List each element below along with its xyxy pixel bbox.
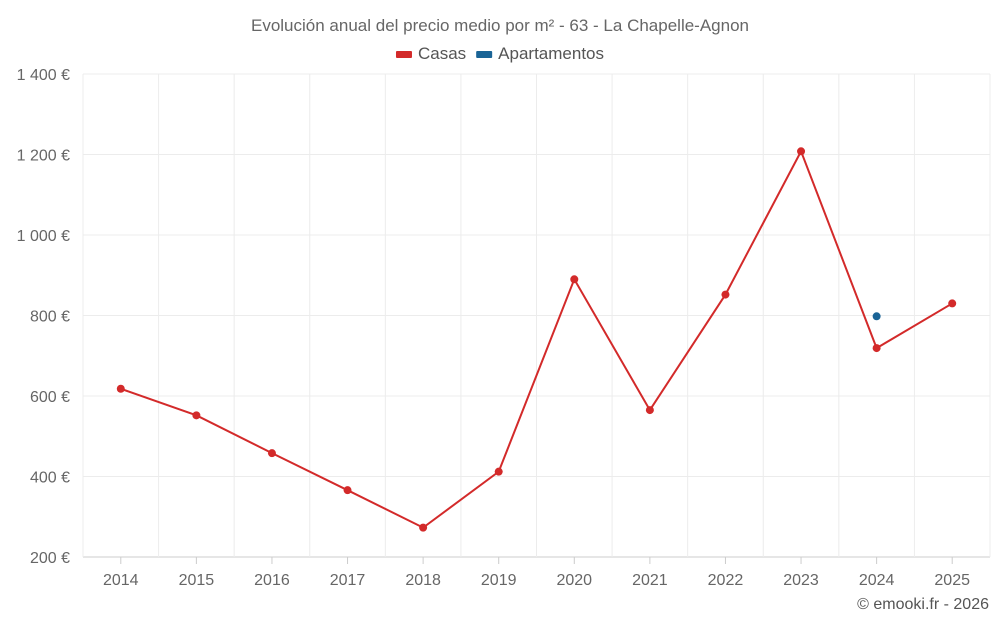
x-tick-label: 2022 bbox=[708, 572, 744, 589]
y-tick-label: 1 200 € bbox=[17, 148, 70, 165]
x-tick-label: 2021 bbox=[632, 572, 668, 589]
data-point-casas-2022[interactable] bbox=[721, 290, 730, 299]
legend[interactable]: Casas Apartamentos bbox=[395, 44, 604, 63]
x-tick-label: 2024 bbox=[859, 572, 895, 589]
data-point-casas-2024[interactable] bbox=[872, 344, 881, 353]
chart-title: Evolución anual del precio medio por m² … bbox=[251, 16, 749, 35]
x-axis: 2014 2015 2016 2017 2018 2019 2020 2021 2022 2023… bbox=[103, 557, 970, 589]
data-point-casas-2025[interactable] bbox=[948, 299, 957, 308]
legend-swatch-casas bbox=[395, 51, 412, 58]
legend-label-casas: Casas bbox=[418, 44, 466, 63]
data-point-casas-2017[interactable] bbox=[343, 486, 352, 495]
y-tick-label: 1 000 € bbox=[17, 228, 70, 245]
x-tick-label: 2017 bbox=[330, 572, 366, 589]
x-tick-label: 2014 bbox=[103, 572, 139, 589]
y-axis: 200 € 400 € 600 € 800 € 1 000 € 1 200 € 1 400 … bbox=[17, 67, 70, 567]
x-tick-label: 2025 bbox=[934, 572, 970, 589]
data-point-apartamentos-2024[interactable] bbox=[872, 312, 881, 321]
legend-label-apartamentos: Apartamentos bbox=[498, 44, 604, 63]
data-point-casas-2020[interactable] bbox=[570, 275, 579, 284]
series-casas bbox=[116, 147, 957, 532]
series-apartamentos bbox=[872, 312, 881, 321]
y-tick-label: 800 € bbox=[30, 309, 70, 326]
x-tick-label: 2016 bbox=[254, 572, 290, 589]
data-point-casas-2015[interactable] bbox=[192, 411, 201, 420]
legend-item-casas[interactable]: Casas bbox=[395, 44, 466, 63]
y-tick-label: 200 € bbox=[30, 550, 70, 567]
x-tick-label: 2023 bbox=[783, 572, 819, 589]
data-point-casas-2014[interactable] bbox=[116, 384, 125, 393]
grid bbox=[82, 73, 991, 558]
legend-item-apartamentos[interactable]: Apartamentos bbox=[476, 44, 604, 63]
y-tick-label: 1 400 € bbox=[17, 67, 70, 84]
data-point-casas-2018[interactable] bbox=[419, 523, 428, 532]
x-tick-label: 2018 bbox=[405, 572, 441, 589]
legend-swatch-apartamentos bbox=[476, 51, 493, 58]
data-point-casas-2019[interactable] bbox=[494, 467, 503, 476]
x-tick-label: 2019 bbox=[481, 572, 517, 589]
data-point-casas-2023[interactable] bbox=[797, 147, 806, 156]
data-point-casas-2016[interactable] bbox=[267, 449, 276, 458]
x-tick-label: 2020 bbox=[556, 572, 592, 589]
y-tick-label: 600 € bbox=[30, 389, 70, 406]
series-line-casas bbox=[120, 148, 953, 529]
y-tick-label: 400 € bbox=[30, 470, 70, 487]
credit-text: © emooki.fr - 2026 bbox=[857, 596, 989, 613]
series-layer bbox=[116, 147, 957, 532]
data-point-casas-2021[interactable] bbox=[645, 406, 654, 415]
x-tick-label: 2015 bbox=[179, 572, 215, 589]
